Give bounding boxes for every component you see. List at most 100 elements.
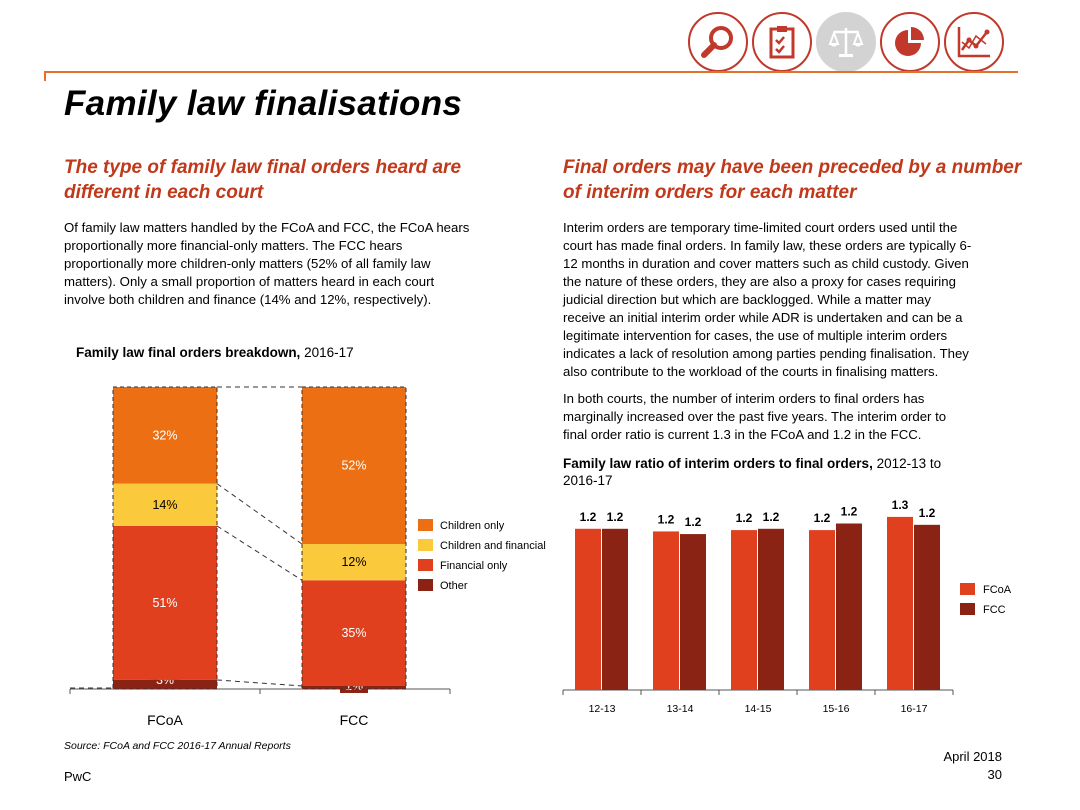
left-chart-title-bold: Family law final orders breakdown, [76,345,301,360]
bar-fcc [836,523,862,690]
bar-fcc [914,524,940,690]
connector-line [216,483,303,545]
right-para1-line: legitimate intervention for cases, the u… [563,328,948,343]
legend-swatch [960,583,975,595]
bar-fcc [680,534,706,690]
category-label: FCoA [147,712,183,728]
connector-line [216,525,303,581]
bar-segment-financial-only [302,580,406,686]
scales-icon[interactable] [816,12,876,72]
bar-segment-children-only [302,387,406,545]
bar-value-label: 1.2 [658,512,675,526]
bar-value-label: 1.2 [763,510,780,524]
bar-outline [301,386,407,690]
magnifier-icon[interactable] [688,12,748,72]
segment-label: 32% [152,428,177,442]
right-para2-line: final order ratio is current 1.3 in the … [563,427,922,442]
right-para1-line: 12 months in duration and cover matters … [563,256,969,271]
bar-segment-children-and-financial [302,544,406,581]
bar-value-label: 1.2 [814,511,831,525]
legend-swatch [418,559,433,571]
bar-outline [112,386,218,690]
bar-value-label: 1.2 [607,510,624,524]
legend-swatch [960,603,975,615]
legend-label: Other [440,580,468,592]
category-label: FCC [340,712,369,728]
bar-segment-financial-only [113,525,217,680]
clipboard-icon[interactable] [752,12,812,72]
category-label: 13-14 [667,703,694,715]
bar-value-label: 1.2 [841,505,858,519]
bar-segment-children-and-financial [113,483,217,526]
legend-label: FCoA [983,584,1012,596]
line-chart-icon[interactable] [944,12,1004,72]
header-icon-row [688,12,1004,72]
bar-fcc [602,528,628,690]
category-label: 15-16 [823,703,850,715]
category-label: 16-17 [901,703,928,715]
segment-label: 51% [152,596,177,610]
bar-value-label: 1.2 [685,515,702,529]
source-note: Source: FCoA and FCC 2016-17 Annual Repo… [64,740,291,752]
left-heading: The type of family law final orders hear… [64,157,462,203]
right-para1-line: the nature of these orders, they are als… [563,274,956,289]
legend-label: Children and financial [440,540,546,552]
connector-line [216,679,303,687]
bar-value-label: 1.2 [580,510,597,524]
left-body-line: proportionally more children-only matter… [64,256,431,271]
footer-date: April 2018 [943,749,1002,764]
bar-fcc [758,528,784,690]
legend-swatch [418,519,433,531]
bar-fcoa [575,528,601,690]
footer-date-page: April 2018 30 [943,748,1002,784]
bar-fcoa [731,530,757,690]
left-body-line: proportionally more financial-only matte… [64,238,403,253]
right-para1-line: judicial direction but which are backlog… [563,292,931,307]
bar-value-label: 1.2 [919,506,936,520]
right-para2-line: In both courts, the number of interim or… [563,391,925,406]
right-para2-line: marginally increased over the past five … [563,409,947,424]
right-para1-line: receive an initial interim order while A… [563,310,963,325]
legend-label: Financial only [440,560,508,572]
category-label: 14-15 [745,703,772,715]
right-chart-title: Family law ratio of interim orders to fi… [563,455,1033,489]
right-heading: Final orders may have been preceded by a… [563,157,1022,203]
segment-label: 35% [341,626,366,640]
segment-label: 12% [341,555,366,569]
bar-value-label: 1.2 [736,511,753,525]
right-chart-title-line2: 2016-17 [563,473,613,488]
left-chart-title-rest: 2016-17 [300,345,354,360]
right-para1-line: court has made final orders. In family l… [563,238,972,253]
bar-fcoa [887,516,913,690]
bar-segment-children-only [113,387,217,484]
bar-fcoa [653,531,679,690]
left-body-line: involve both children and finance (14% a… [64,292,432,307]
right-para1: Interim orders are temporary time-limite… [563,219,1043,381]
legend-label: FCC [983,604,1006,616]
right-chart-title-bold: Family law ratio of interim orders to fi… [563,456,873,471]
right-para1-line: also contribute to the workload of the c… [563,364,939,379]
legend-label: Children only [440,520,505,532]
right-para1-line: indicates a lack of resolution among par… [563,346,969,361]
brand-label: PwC [64,769,92,784]
pie-chart-icon[interactable] [880,12,940,72]
page-number: 30 [987,767,1002,782]
bar-value-label: 1.3 [892,498,909,512]
left-body-line: Of family law matters handled by the FCo… [64,220,470,235]
header-rule [44,71,1018,73]
left-body-line: matters). Only a small proportion of mat… [64,274,435,289]
bar-fcoa [809,530,835,690]
category-label: 12-13 [589,703,616,715]
legend-swatch [418,579,433,591]
segment-label: 14% [152,498,177,512]
page-title: Family law finalisations [64,84,463,123]
left-chart-title: Family law final orders breakdown, 2016-… [76,345,354,360]
segment-label: 52% [341,459,366,473]
legend-swatch [418,539,433,551]
right-para1-line: Interim orders are temporary time-limite… [563,220,958,235]
header-rule-tick [44,71,46,81]
right-chart-title-rest: 2012-13 to [872,456,942,471]
right-para2: In both courts, the number of interim or… [563,390,1043,444]
left-body: Of family law matters handled by the FCo… [64,219,534,309]
